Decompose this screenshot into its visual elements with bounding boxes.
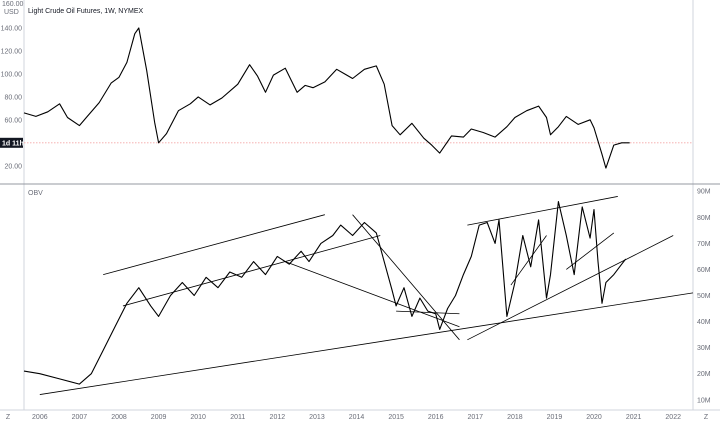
obv-series-line[interactable]	[23, 201, 627, 385]
trend-line[interactable]	[510, 235, 547, 286]
obv-tick-label: 60M	[697, 267, 711, 274]
obv-tick-label: 10M	[697, 397, 711, 404]
time-tick-label: 2017	[467, 414, 483, 421]
time-tick-label: 2012	[270, 414, 286, 421]
price-tick-label: 100.00	[1, 71, 23, 78]
obv-tick-label: 20M	[697, 371, 711, 378]
price-tick-label: 140.00	[1, 25, 23, 32]
price-tag-box	[0, 137, 23, 148]
price-tick-label: 120.00	[1, 48, 23, 55]
trend-line[interactable]	[103, 214, 325, 276]
trend-line[interactable]	[122, 235, 381, 307]
time-tick-label: 2013	[309, 414, 325, 421]
price-axis-top-label: 160.00	[2, 1, 24, 8]
obv-label: OBV	[28, 190, 43, 197]
time-tick-label: 2018	[507, 414, 523, 421]
trend-line[interactable]	[467, 196, 618, 226]
obv-tick-label: 50M	[697, 293, 711, 300]
trend-line[interactable]	[352, 214, 460, 341]
time-tick-label: 2011	[230, 414, 245, 421]
time-tick-label: 2019	[547, 414, 563, 421]
price-series-line[interactable]	[23, 27, 630, 169]
price-tag-label: 1d 11h	[2, 140, 24, 147]
price-tick-label: 20.00	[4, 163, 22, 170]
trend-line[interactable]	[39, 292, 694, 395]
price-tick-label: 80.00	[4, 94, 22, 101]
chart-title: Light Crude Oil Futures, 1W, NYMEX	[28, 8, 143, 15]
obv-tick-label: 90M	[697, 189, 711, 196]
time-tick-label: 2008	[111, 414, 127, 421]
obv-tick-label: 40M	[697, 319, 711, 326]
obv-tick-label: 70M	[697, 241, 711, 248]
currency-label: USD	[4, 9, 19, 16]
time-tick-label: 2015	[388, 414, 404, 421]
obv-tick-label: 80M	[697, 215, 711, 222]
time-tick-label: 2020	[586, 414, 602, 421]
time-tick-label: 2016	[428, 414, 444, 421]
obv-tick-label: 30M	[697, 345, 711, 352]
time-tick-label: 2007	[72, 414, 88, 421]
time-tick-label: 2010	[190, 414, 206, 421]
price-tick-label: 60.00	[4, 117, 22, 124]
zoom-right-icon: Z	[704, 414, 709, 421]
time-tick-label: 2006	[32, 414, 48, 421]
trend-line[interactable]	[566, 232, 615, 270]
trend-line[interactable]	[396, 310, 460, 315]
zoom-left-icon: Z	[6, 414, 11, 421]
time-tick-label: 2009	[151, 414, 167, 421]
time-tick-label: 2021	[626, 414, 642, 421]
trend-line[interactable]	[285, 261, 460, 328]
trend-line[interactable]	[467, 235, 674, 341]
time-tick-label: 2022	[665, 414, 681, 421]
time-tick-label: 2014	[349, 414, 365, 421]
